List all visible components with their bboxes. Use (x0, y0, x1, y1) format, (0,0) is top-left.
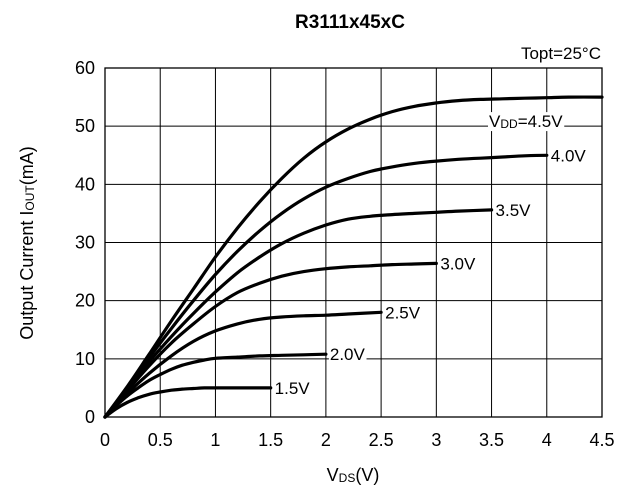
x-axis-label-tail: (V) (355, 465, 379, 485)
x-axis-label: VDS(V) (327, 465, 380, 485)
curve-label: 2.5V (384, 303, 422, 323)
y-tick-label: 60 (75, 58, 95, 78)
curve-label-text: 2.0V (330, 345, 366, 364)
curve-label-background (328, 345, 367, 365)
y-axis-label: Output Current IOUT(mA) (17, 146, 37, 339)
curve-label-background (439, 254, 477, 274)
x-tick-labels: 0 0.5 1 1.5 2 2.5 3 3.5 4 4.5 (100, 430, 615, 450)
x-tick-label: 4 (542, 430, 552, 450)
y-tick-label: 10 (75, 349, 95, 369)
y-tick-label: 30 (75, 233, 95, 253)
x-tick-label: 2 (321, 430, 331, 450)
curve-label-text: VDD=4.5V (489, 112, 563, 131)
curve-label-main: 2.5V (385, 303, 421, 322)
curve-labels: 1.5V 2.0V 2.5V 3.0V 3.5V 4.0V VDD=4.5V (273, 112, 588, 398)
curves (103, 95, 604, 419)
curve-label-background (488, 112, 565, 132)
y-tick-label: 50 (75, 116, 95, 136)
plot-frame (104, 67, 603, 418)
y-tick-label: 40 (75, 174, 95, 194)
temperature-annotation: Topt=25°C (521, 44, 601, 63)
curve-label-background (384, 303, 422, 323)
curve-3.5V (103, 208, 494, 419)
curve-label-text: 3.0V (440, 254, 476, 273)
curve-label-text: 1.5V (275, 379, 311, 398)
x-tick-label: 0 (100, 430, 110, 450)
y-tick-label: 20 (75, 291, 95, 311)
curve-label-main: 4.0V (551, 146, 587, 165)
curve-label: 4.0V (549, 146, 588, 166)
y-tick-label: 0 (85, 407, 95, 427)
y-axis-label-sub: OUT (23, 185, 37, 211)
curve-label-main: 3.5V (496, 201, 532, 220)
curve-3.0V (103, 261, 438, 419)
curve-4.0V (103, 153, 549, 419)
x-tick-label: 3.5 (479, 430, 504, 450)
x-tick-label: 0.5 (148, 430, 173, 450)
y-tick-labels: 0 10 20 30 40 50 60 (75, 58, 95, 427)
x-tick-label: 1.5 (258, 430, 283, 450)
curve-label-text: 2.5V (385, 303, 421, 322)
curve-V=4.5V (103, 95, 604, 419)
x-tick-label: 3 (431, 430, 441, 450)
grid (104, 67, 603, 418)
curve-label-main: 3.0V (440, 254, 476, 273)
curve-label-text: 4.0V (551, 146, 587, 165)
curve-label-background (273, 378, 312, 398)
curve-label: 1.5V (273, 378, 312, 398)
curve-label-main: V (489, 112, 501, 131)
curve-label-text: 3.5V (496, 201, 532, 220)
curve-label-background (494, 200, 533, 220)
curve-label: 3.0V (439, 254, 477, 274)
curve-label-sub: DD (500, 117, 518, 131)
curve-label-tail: =4.5V (518, 112, 564, 131)
curve-2.0V (103, 352, 328, 419)
curve-1.5V (103, 386, 273, 419)
y-axis-label-main: Output Current I (17, 211, 37, 340)
x-tick-label: 4.5 (589, 430, 614, 450)
curve-label: 2.0V (328, 345, 367, 365)
x-tick-label: 2.5 (369, 430, 394, 450)
y-axis-label-tail: (mA) (17, 146, 37, 185)
curve-label-main: 2.0V (330, 345, 366, 364)
curve-label-main: 1.5V (275, 379, 311, 398)
chart-title: R3111x45xC (295, 12, 405, 33)
curve-label: VDD=4.5V (488, 112, 565, 132)
x-tick-label: 1 (210, 430, 220, 450)
curve-label-background (549, 146, 588, 166)
x-axis-label-sub: DS (339, 471, 356, 485)
x-axis-label-main: V (327, 465, 339, 485)
curve-2.5V (103, 310, 383, 419)
curve-label: 3.5V (494, 200, 533, 220)
